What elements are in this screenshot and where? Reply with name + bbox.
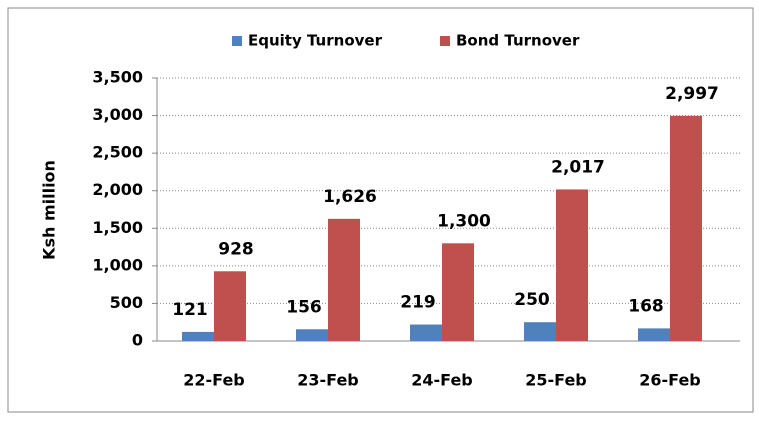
data-label: 156 [286,297,322,317]
y-axis-label: Ksh million [40,160,59,260]
bar [442,243,474,341]
x-tick-label: 23-Feb [297,371,359,390]
bar [214,271,246,341]
bar [638,328,670,341]
bar [670,115,702,341]
y-tick-label: 1,000 [92,255,143,274]
x-tick-label: 25-Feb [525,371,587,390]
data-label: 2,017 [551,157,605,177]
data-label: 2,997 [665,84,719,104]
data-label: 1,626 [323,187,377,207]
y-tick-label: 1,500 [92,218,143,237]
data-label: 1,300 [437,211,491,231]
y-tick-label: 2,000 [92,180,143,199]
bar [524,322,556,341]
legend-swatch [440,36,450,46]
y-tick-label: 0 [132,331,143,350]
x-tick-label: 26-Feb [639,371,701,390]
data-label: 168 [628,296,664,316]
y-tick-label: 500 [110,293,143,312]
bar [296,329,328,341]
legend-swatch [232,36,242,46]
x-tick-label: 24-Feb [411,371,473,390]
data-label: 928 [218,239,254,259]
data-label: 250 [514,290,550,310]
y-tick-label: 2,500 [92,143,143,162]
bar [328,218,360,341]
y-tick-label: 3,500 [92,68,143,87]
chart-frame [7,7,754,413]
data-label: 219 [400,293,436,313]
bar [182,331,214,341]
bar [410,324,442,341]
x-tick-label: 22-Feb [183,371,245,390]
legend-label: Bond Turnover [456,32,580,50]
bar [556,189,588,341]
y-tick-label: 3,000 [92,105,143,124]
legend-label: Equity Turnover [248,32,383,50]
data-label: 121 [172,300,208,320]
